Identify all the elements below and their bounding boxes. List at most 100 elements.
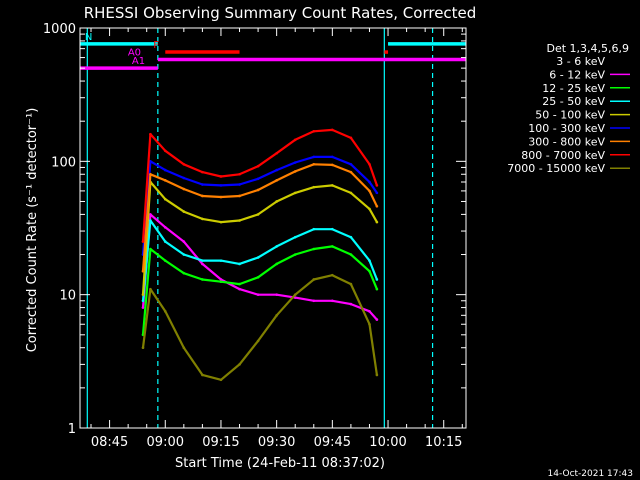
footer-timestamp: 14-Oct-2021 17:43 [548, 469, 633, 479]
series-8-point-11 [331, 273, 334, 277]
series-0-point-12 [349, 290, 353, 294]
series-1-point-3 [182, 240, 186, 243]
series-1-point-4 [201, 262, 204, 266]
x-tick-label-4: 09:45 [314, 435, 351, 450]
series-5-point-14 [375, 191, 379, 195]
series-2-point-2 [163, 259, 167, 262]
series-2-point-13 [368, 269, 371, 273]
series-1-point-0 [141, 306, 145, 309]
series-1-point-14 [375, 318, 379, 321]
series-2-point-11 [331, 245, 334, 248]
series-2-point-9 [293, 253, 297, 256]
series-0-point-6 [238, 245, 241, 248]
series-2-point-14 [375, 287, 379, 291]
series-3-point-5 [219, 259, 223, 262]
series-7-point-5 [219, 175, 223, 178]
series-4-point-0 [141, 293, 145, 296]
series-3-point-3 [182, 253, 186, 256]
series-4-point-5 [219, 220, 223, 224]
series-2-point-6 [238, 282, 241, 286]
series-6-point-7 [256, 188, 260, 192]
series-1-point-7 [256, 293, 260, 296]
series-8-point-0 [141, 346, 145, 350]
legend-label-1: 6 - 12 keV [549, 68, 605, 81]
series-1-point-2 [163, 226, 167, 229]
legend-title: Det 1,3,4,5,6,9 [546, 42, 629, 55]
series-5-point-12 [349, 163, 353, 166]
legend-label-6: 300 - 800 keV [528, 135, 605, 148]
series-4-point-9 [293, 191, 297, 195]
series-0-point-8 [275, 273, 278, 277]
series-5-point-1 [149, 160, 152, 163]
x-tick-label-2: 09:15 [202, 435, 239, 450]
series-6-point-0 [141, 269, 145, 273]
series-7-point-11 [331, 128, 334, 132]
series-8-point-14 [375, 373, 379, 377]
series-7-point-8 [275, 151, 278, 155]
series-5-point-9 [293, 161, 297, 164]
series-8-point-10 [312, 278, 316, 281]
series-5-point-7 [256, 177, 260, 181]
series-3-point-10 [312, 227, 316, 231]
series-8-point-5 [219, 378, 223, 382]
x-axis-label: Start Time (24-Feb-11 08:37:02) [175, 456, 385, 471]
series-4-point-10 [312, 185, 316, 189]
series-6-point-3 [182, 187, 186, 191]
x-tick-label-0: 08:45 [91, 435, 128, 450]
series-4-point-12 [349, 191, 353, 195]
series-8-point-12 [349, 282, 353, 286]
series-6-point-2 [163, 179, 167, 182]
x-tick-label-3: 09:30 [258, 435, 295, 450]
series-1-point-13 [368, 310, 371, 313]
plot-frame [79, 27, 467, 429]
series-5-point-11 [331, 155, 334, 159]
series-1-point-12 [349, 302, 353, 306]
series-3-point-14 [375, 278, 379, 281]
series-1-point-11 [331, 299, 334, 303]
series-6-point-1 [149, 172, 152, 176]
series-8-point-2 [163, 310, 167, 313]
series-0-point-7 [256, 262, 260, 266]
series-7-point-13 [368, 163, 371, 166]
series-1-point-5 [219, 278, 223, 281]
series-3-point-7 [256, 256, 260, 259]
axes: 1 10 100 1000 08:45 09:00 09:15 09:30 09:45 10:00… [43, 22, 467, 450]
legend-label-3: 25 - 50 keV [542, 95, 605, 108]
series-1-point-8 [275, 293, 278, 296]
series-2-point-10 [312, 247, 316, 251]
series-7-point-2 [163, 149, 167, 153]
series-5-point-13 [368, 180, 371, 184]
series-1-point-6 [238, 287, 241, 291]
series-3-point-1 [149, 219, 152, 222]
series-7-point-7 [256, 164, 260, 168]
series-5-point-6 [238, 183, 241, 186]
series-8-point-1 [149, 287, 152, 291]
series-0-point-4 [201, 204, 204, 208]
legend-label-8: 7000 - 15000 keV [507, 162, 605, 175]
series-3-point-4 [201, 259, 204, 262]
series-2-point-3 [182, 271, 186, 275]
series-8-point-9 [293, 293, 297, 296]
series-5-point-4 [201, 183, 204, 186]
series-7-point-1 [149, 132, 152, 136]
series-5-point-8 [275, 168, 278, 172]
series-4-point-11 [331, 184, 334, 187]
series-6-point-5 [219, 195, 223, 199]
series-6-point-12 [349, 170, 353, 174]
series-7-point-10 [312, 129, 316, 133]
x-tick-label-5: 10:00 [369, 435, 406, 450]
flag-label-f: F [153, 40, 159, 51]
series-2-point-1 [149, 247, 152, 251]
legend-label-7: 800 - 7000 keV [521, 149, 605, 162]
series-8-point-6 [238, 363, 241, 366]
legend-label-4: 50 - 100 keV [535, 109, 605, 122]
series-6-point-9 [293, 170, 297, 173]
series-6-point-13 [368, 189, 371, 193]
series-5-point-3 [182, 176, 186, 180]
series-1-point-10 [312, 299, 316, 303]
series-4-point-7 [256, 213, 260, 216]
series-3-point-9 [293, 235, 297, 239]
